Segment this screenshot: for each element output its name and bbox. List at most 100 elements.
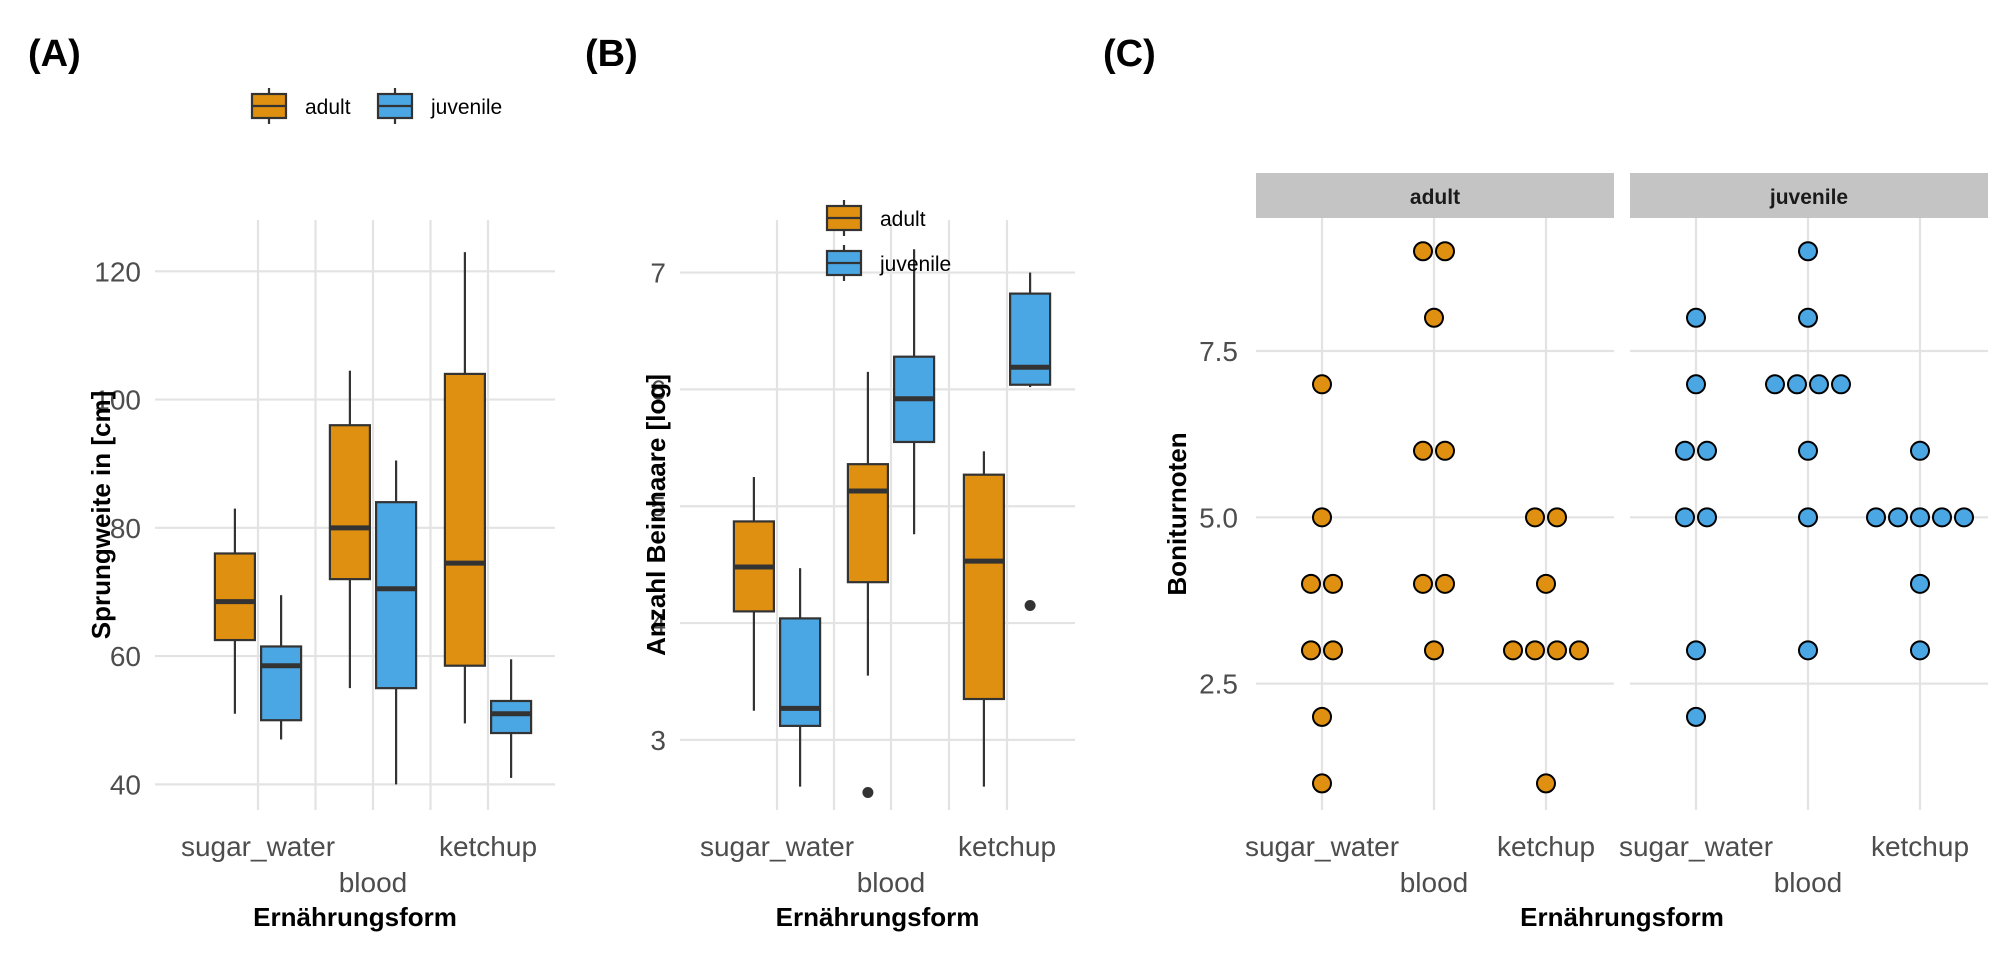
x-axis-title: Ernährungsform — [253, 902, 457, 932]
dot-point — [1525, 640, 1545, 661]
legend-label-adult: adult — [880, 208, 926, 231]
dot-point — [1787, 374, 1807, 395]
legend-label-juvenile: juvenile — [879, 253, 951, 276]
facet-strip — [1630, 173, 1988, 218]
x-tick-label: sugar_water — [1245, 831, 1399, 862]
dot-point — [1809, 374, 1829, 395]
dot-point — [1798, 440, 1818, 461]
dot-point — [1301, 640, 1321, 661]
dot-point — [1323, 640, 1343, 661]
dot-point — [1765, 374, 1785, 395]
box-juvenile — [1008, 292, 1052, 386]
facet-strip-label: adult — [1410, 186, 1460, 209]
dot-point — [1503, 640, 1523, 661]
dot-point — [1312, 374, 1332, 395]
dot-point — [1424, 640, 1444, 661]
outlier-point — [1024, 600, 1036, 612]
box-adult — [443, 372, 486, 667]
dot-point — [1798, 507, 1818, 528]
dot-point — [1323, 573, 1343, 594]
dot-point — [1686, 374, 1706, 395]
dot-point — [1675, 440, 1695, 461]
outlier-point — [862, 786, 874, 798]
box-adult — [962, 473, 1006, 701]
dot-point — [1424, 307, 1444, 328]
y-tick-label: 3 — [650, 725, 666, 756]
y-tick-label: 80 — [110, 513, 141, 544]
dot-point — [1798, 307, 1818, 328]
box-juvenile — [260, 645, 303, 722]
x-tick-label: sugar_water — [181, 831, 335, 862]
legend-label-adult: adult — [305, 96, 351, 119]
dot-point — [1547, 640, 1567, 661]
box-adult — [213, 552, 256, 642]
dot-point — [1536, 773, 1556, 794]
box-adult — [328, 424, 371, 581]
dot-point — [1910, 573, 1930, 594]
dot-point — [1312, 706, 1332, 727]
box-adult — [846, 463, 890, 584]
panel-tag-1: (B) — [585, 33, 638, 75]
dot-point — [1413, 573, 1433, 594]
x-tick-label: ketchup — [1871, 831, 1969, 862]
y-tick-label: 5.0 — [1199, 502, 1238, 533]
dot-point — [1686, 706, 1706, 727]
x-tick-label: ketchup — [439, 831, 537, 862]
y-axis-title: Sprungweite in [cm] — [86, 391, 116, 639]
dot-point — [1312, 773, 1332, 794]
dot-point — [1697, 507, 1717, 528]
panel-tag-2: (C) — [1103, 33, 1156, 75]
x-tick-label: sugar_water — [700, 831, 854, 862]
x-tick-label: blood — [339, 867, 408, 898]
x-tick-label: blood — [1400, 867, 1469, 898]
y-axis-title: Anzahl Beinhaare [log] — [641, 374, 671, 656]
dot-point — [1910, 440, 1930, 461]
y-tick-label: 100 — [94, 385, 141, 416]
dot-point — [1866, 507, 1886, 528]
panel-tag-0: (A) — [28, 33, 81, 75]
dot-point — [1435, 573, 1455, 594]
dot-point — [1831, 374, 1851, 395]
dot-point — [1413, 241, 1433, 262]
dot-point — [1569, 640, 1589, 661]
dot-point — [1435, 241, 1455, 262]
dot-point — [1547, 507, 1567, 528]
dot-point — [1910, 507, 1930, 528]
dot-point — [1932, 507, 1952, 528]
y-tick-label: 2.5 — [1199, 669, 1238, 700]
x-tick-label: ketchup — [958, 831, 1056, 862]
dot-point — [1413, 440, 1433, 461]
dot-point — [1798, 640, 1818, 661]
dot-point — [1910, 640, 1930, 661]
y-tick-label: 5 — [650, 491, 666, 522]
dot-point — [1525, 507, 1545, 528]
y-tick-label: 7 — [650, 258, 666, 289]
dot-point — [1301, 573, 1321, 594]
dot-point — [1435, 440, 1455, 461]
x-tick-label: sugar_water — [1619, 831, 1773, 862]
legend-label-juvenile: juvenile — [430, 96, 502, 119]
x-tick-label: blood — [1774, 867, 1843, 898]
dot-point — [1675, 507, 1695, 528]
y-tick-label: 120 — [94, 256, 141, 287]
dot-point — [1312, 507, 1332, 528]
box-juvenile — [490, 699, 533, 735]
facet-strip — [1256, 173, 1614, 218]
dot-point — [1536, 573, 1556, 594]
y-axis-title: Boniturnoten — [1162, 432, 1192, 595]
x-tick-label: blood — [857, 867, 926, 898]
facet-strip-label: juvenile — [1769, 186, 1848, 209]
dot-point — [1686, 307, 1706, 328]
x-axis-title: Ernährungsform — [776, 902, 980, 932]
box-juvenile — [375, 501, 418, 690]
dot-point — [1686, 640, 1706, 661]
dot-point — [1798, 241, 1818, 262]
y-tick-label: 4 — [650, 608, 666, 639]
x-axis-title: Ernährungsform — [1520, 902, 1724, 932]
dot-point — [1888, 507, 1908, 528]
y-tick-label: 40 — [110, 769, 141, 800]
y-tick-label: 60 — [110, 641, 141, 672]
y-tick-label: 7.5 — [1199, 336, 1238, 367]
x-tick-label: ketchup — [1497, 831, 1595, 862]
